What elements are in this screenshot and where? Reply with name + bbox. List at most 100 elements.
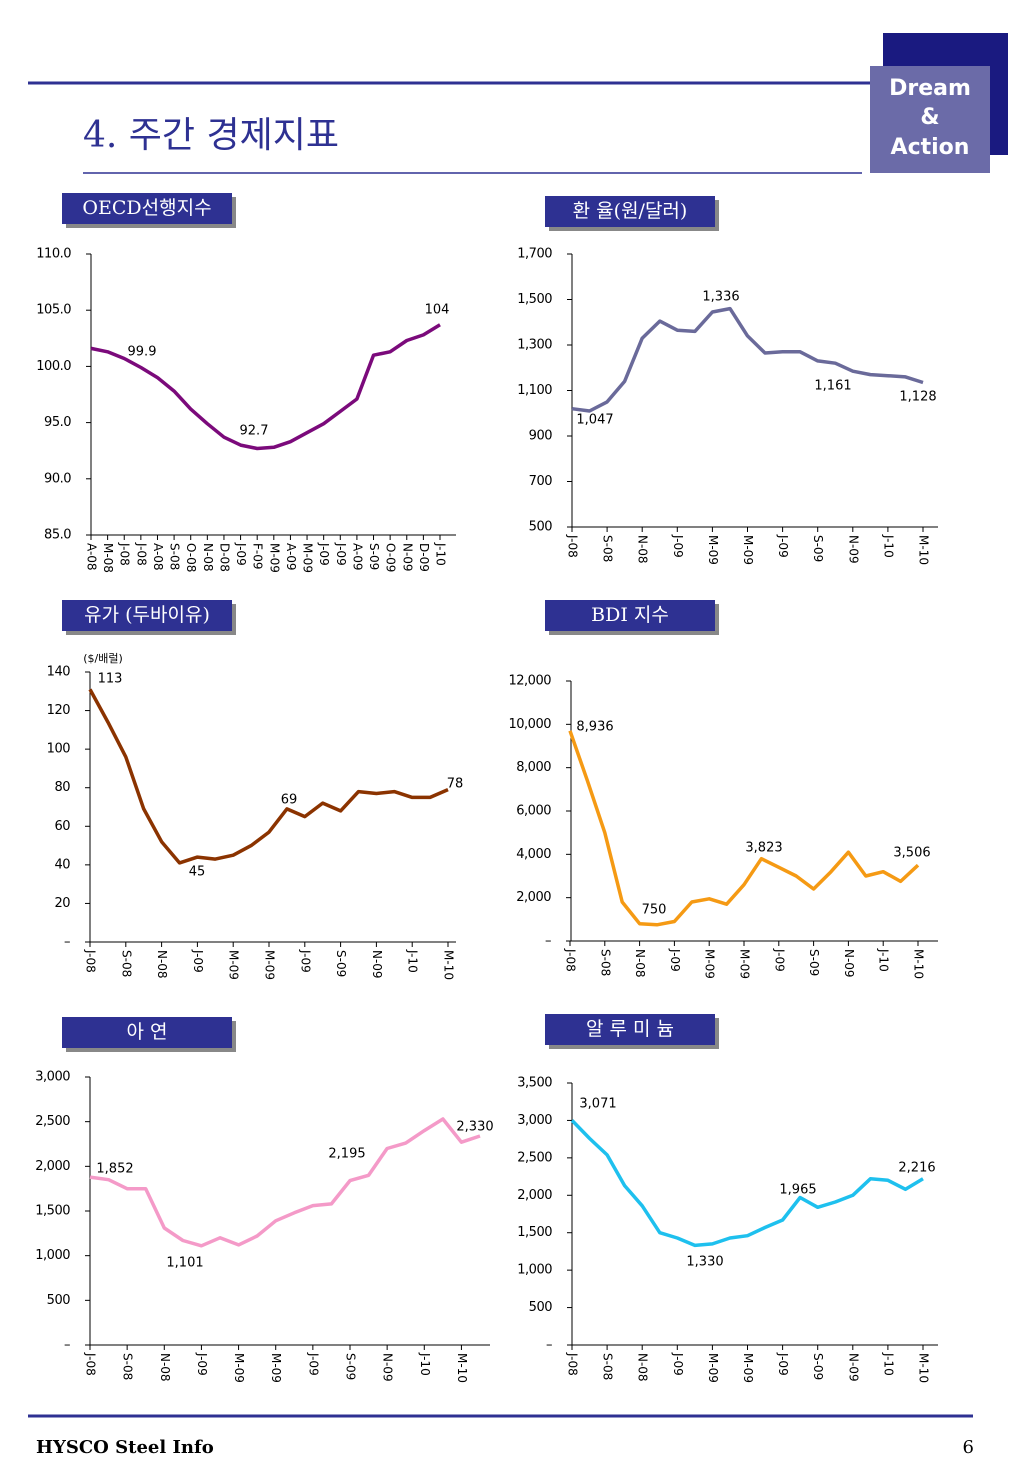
x-tick-label: F-09: [251, 543, 265, 570]
annotation: 113: [98, 672, 123, 687]
logo-text: Dream: [889, 76, 971, 101]
data-line: [89, 1117, 481, 1248]
title-box: [62, 193, 232, 224]
y-tick-label: 1,500: [517, 1225, 552, 1240]
x-tick-label: A-08: [85, 543, 99, 571]
x-tick-label: J-09: [772, 948, 786, 972]
annotation: 3,506: [893, 846, 930, 861]
annotation: 92.7: [240, 424, 269, 439]
x-tick-label: J-10: [418, 1352, 432, 1376]
x-tick-label: N-09: [842, 949, 856, 978]
y-tick-label: 140: [47, 665, 71, 680]
y-tick-label: 2,000: [517, 1188, 552, 1203]
x-tick-label: M-08: [101, 543, 115, 573]
x-tick-label: S-09: [807, 949, 821, 976]
x-tick-label: J-09: [671, 1352, 685, 1376]
y-tick-label: 8,000: [516, 760, 551, 775]
x-tick-label: J-09: [298, 949, 312, 973]
y-tick-label: 100: [47, 742, 71, 757]
data-line: [571, 306, 924, 413]
annotation: ($/배럴): [83, 652, 123, 665]
x-tick-label: S-08: [121, 1353, 135, 1380]
x-tick-label: N-08: [633, 949, 647, 978]
y-tick-label: 10,000: [509, 717, 552, 732]
annotation: 3,823: [745, 841, 782, 856]
y-tick-label: 500: [529, 1300, 553, 1315]
y-tick-label: 4,000: [516, 847, 551, 862]
y-tick-label: –: [64, 935, 70, 950]
x-tick-label: M-09: [269, 1353, 283, 1383]
annotation: 78: [447, 777, 464, 792]
x-tick-label: J-08: [566, 1352, 580, 1376]
annotation: 1,330: [686, 1255, 723, 1270]
x-tick-label: J-08: [566, 534, 580, 558]
x-tick-label: M-09: [706, 1353, 720, 1383]
data-line: [570, 1119, 924, 1248]
annotation: 1,047: [576, 413, 613, 428]
x-tick-label: J-09: [191, 949, 205, 973]
y-tick-label: 1,000: [35, 1248, 70, 1263]
y-tick-label: 105.0: [36, 303, 71, 318]
x-tick-label: M-10: [917, 1353, 931, 1383]
y-tick-label: 85.0: [44, 528, 71, 543]
x-tick-label: J-08: [84, 1352, 98, 1376]
y-tick-label: 3,000: [517, 1113, 552, 1128]
x-tick-label: J-08: [564, 948, 578, 972]
y-tick-label: 110.0: [36, 247, 71, 262]
y-tick-label: 100.0: [36, 359, 71, 374]
x-tick-label: J-09: [317, 542, 331, 566]
x-tick-label: M-09: [738, 949, 752, 979]
x-tick-label: M-10: [442, 950, 456, 980]
y-tick-label: 700: [529, 474, 553, 489]
x-tick-label: N-08: [636, 1353, 650, 1382]
x-tick-label: S-08: [598, 949, 612, 976]
x-tick-label: N-09: [370, 950, 384, 979]
x-tick-label: N-09: [846, 535, 860, 564]
data-line: [90, 323, 441, 451]
y-tick-label: 60: [54, 819, 70, 834]
x-tick-label: M-09: [232, 1353, 246, 1383]
x-tick-label: J-09: [195, 1352, 209, 1376]
y-tick-label: 2,000: [516, 890, 551, 905]
x-tick-label: M-09: [267, 543, 281, 573]
footer-text: HYSCO Steel Info: [36, 1437, 214, 1458]
x-tick-label: M-09: [706, 535, 720, 565]
chart-title: OECD선행지수: [82, 197, 211, 219]
y-tick-label: 1,500: [517, 292, 552, 307]
x-tick-label: A-08: [151, 543, 165, 571]
y-tick-label: 2,000: [35, 1159, 70, 1174]
x-tick-label: J-09: [776, 1352, 790, 1376]
logo-text: Action: [891, 135, 970, 160]
y-tick-label: 500: [529, 520, 553, 535]
y-tick-label: 12,000: [509, 674, 552, 689]
x-tick-label: J-08: [84, 949, 98, 973]
x-tick-label: S-08: [119, 950, 133, 977]
x-tick-label: S-09: [344, 1353, 358, 1380]
y-tick-label: 2,500: [35, 1114, 70, 1129]
y-tick-label: 1,000: [517, 1263, 552, 1278]
y-tick-label: 900: [529, 429, 553, 444]
x-tick-label: M-09: [301, 543, 315, 573]
x-tick-label: S-08: [601, 1353, 615, 1380]
y-tick-label: 500: [47, 1293, 71, 1308]
x-tick-label: J-09: [334, 542, 348, 566]
logo-front: [870, 66, 990, 173]
y-tick-label: 90.0: [44, 471, 71, 486]
x-tick-label: D-09: [417, 543, 431, 572]
x-tick-label: O-09: [384, 543, 398, 572]
annotation: 1,161: [814, 379, 851, 394]
annotation: 1,965: [779, 1183, 816, 1198]
annotation: 2,216: [898, 1161, 935, 1176]
x-tick-label: D-08: [217, 543, 231, 572]
x-tick-label: J-10: [881, 1352, 895, 1376]
annotation: 99.9: [128, 345, 157, 360]
annotation: 750: [642, 903, 667, 918]
title-box: [62, 600, 232, 631]
x-tick-label: J-10: [406, 949, 420, 973]
x-tick-label: J-08: [118, 542, 132, 566]
annotation: 2,195: [328, 1147, 365, 1162]
y-tick-label: 95.0: [44, 415, 71, 430]
y-tick-label: –: [64, 1338, 70, 1353]
y-tick-label: 6,000: [516, 804, 551, 819]
annotation: 45: [189, 865, 206, 880]
